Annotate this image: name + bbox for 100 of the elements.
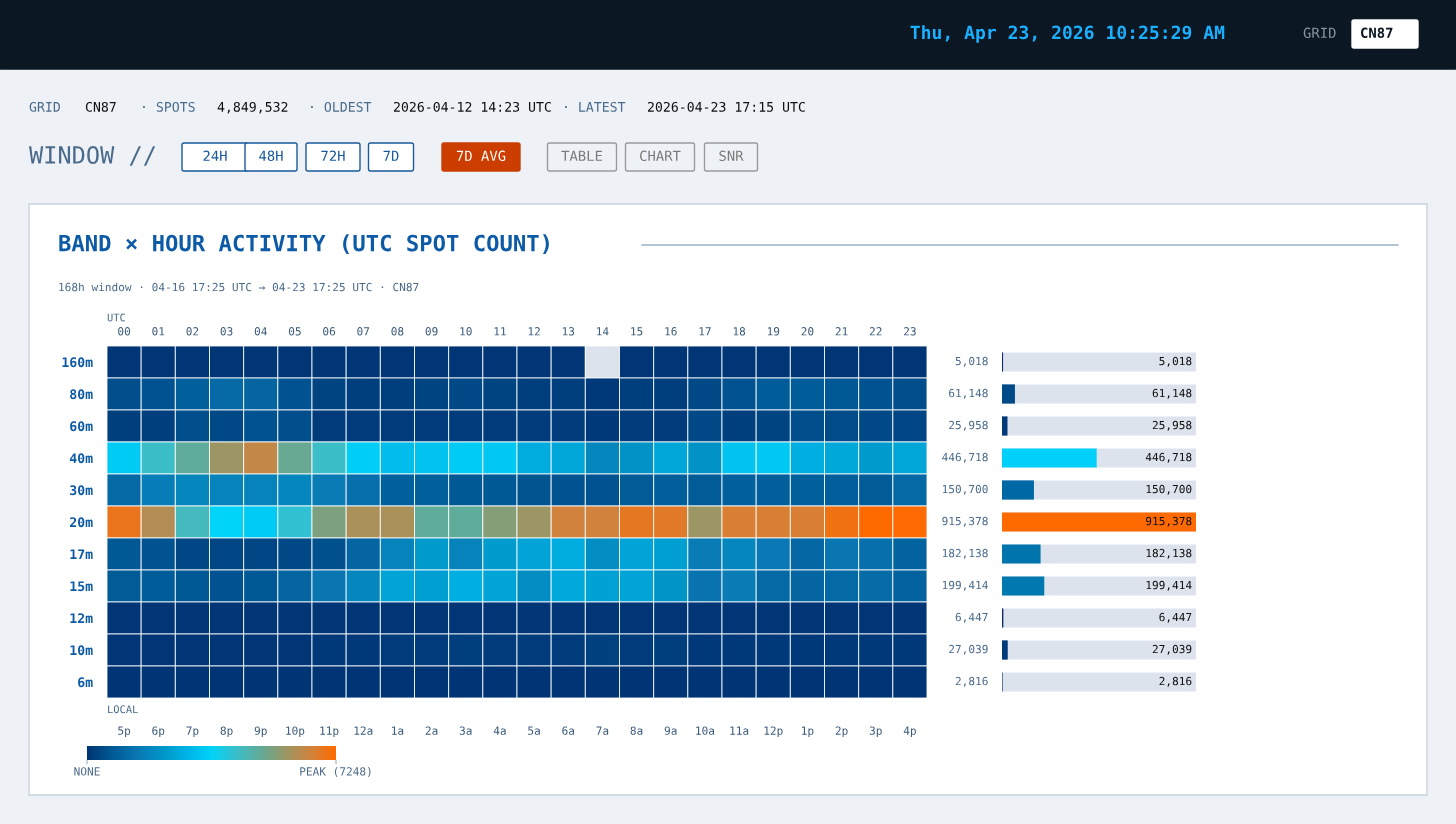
- text: 27,039: [1152, 644, 1192, 655]
- x-tick-label: 05: [288, 327, 301, 336]
- y-tick-label: 15m: [70, 581, 93, 592]
- x-tick-label: 07: [357, 327, 370, 336]
- text: 7a: [596, 726, 609, 735]
- x-tick-label: 17: [699, 327, 711, 336]
- text: 12a: [354, 726, 373, 735]
- x-tick-label: 20: [801, 327, 814, 336]
- bar: [1002, 544, 1041, 564]
- x-axis-title: UTC: [107, 313, 125, 322]
- x-tick-label: 16: [665, 327, 677, 336]
- y-tick-label: 6m: [78, 677, 93, 688]
- text: · OLDEST: [311, 101, 372, 112]
- text: 1p: [802, 726, 814, 738]
- text: 3p: [869, 726, 882, 738]
- bar: [1002, 480, 1034, 500]
- x-tick-label: 09: [425, 327, 438, 336]
- text: 7D AVG: [456, 150, 506, 162]
- text: 11p: [320, 726, 339, 738]
- x-tick-label: 12: [528, 327, 540, 336]
- text: 3a: [459, 726, 472, 735]
- text: 2,816: [1159, 676, 1192, 687]
- text: · SPOTS: [143, 101, 195, 112]
- text: 61,148: [1152, 388, 1192, 399]
- data-label: 2,816: [955, 676, 988, 687]
- text: 8p: [220, 726, 233, 738]
- data-label: 25,958: [949, 420, 988, 431]
- text: 6a: [562, 726, 574, 735]
- color-bar-label: PEAK (7248): [300, 767, 371, 777]
- y-tick-label: 40m: [69, 453, 93, 464]
- text: 8a: [630, 726, 643, 735]
- data-label: 446,718: [942, 452, 988, 463]
- text: 72H: [321, 150, 345, 161]
- y-tick-label: 60m: [70, 421, 93, 432]
- text: · LATEST: [565, 101, 626, 112]
- y-tick-label: 80m: [70, 389, 93, 400]
- text: 6,447: [1159, 612, 1192, 623]
- text: 915,378: [1145, 516, 1192, 527]
- text: 12p: [764, 726, 783, 738]
- data-label: 6,447: [955, 612, 988, 623]
- text: 7p: [186, 726, 199, 738]
- x-tick-label: 01: [152, 327, 165, 336]
- text: 4,849,532: [217, 101, 288, 114]
- text: 48H: [259, 150, 283, 162]
- y-tick-label: 20m: [70, 517, 93, 528]
- x-tick-label: 03: [220, 327, 233, 336]
- y-tick-label: 160m: [62, 357, 93, 368]
- data-label: 199,414: [942, 580, 988, 591]
- y-tick-label: 12m: [70, 613, 93, 624]
- text: 2p: [835, 726, 848, 738]
- text: TABLE: [561, 150, 603, 161]
- x-tick-label: 18: [733, 327, 746, 336]
- text: 2026-04-12 14:23 UTC: [393, 101, 551, 112]
- text: 10a: [696, 726, 715, 735]
- data-label: 61,148: [949, 388, 988, 399]
- bar: [1002, 576, 1045, 596]
- x-tick-label: 08: [391, 327, 404, 336]
- text: 5a: [528, 726, 540, 735]
- bar: [1002, 416, 1008, 436]
- text: 11a: [730, 726, 749, 735]
- text: 199,414: [1146, 580, 1192, 591]
- x-tick-label: 23: [904, 327, 916, 336]
- text: CN87: [85, 101, 116, 112]
- bar: [1002, 384, 1015, 404]
- x-tick-label: 04: [254, 327, 267, 336]
- bar: [1002, 640, 1008, 660]
- data-label: 150,700: [942, 484, 988, 495]
- y-tick-label: 17m: [70, 549, 93, 560]
- text: 2026-04-23 17:15 UTC: [647, 101, 805, 112]
- text: CHART: [640, 150, 681, 162]
- color-bar-label: NONE: [74, 767, 100, 776]
- x-tick-label: 13: [562, 327, 575, 336]
- data-label: 27,039: [949, 644, 988, 655]
- x-tick-label: 10: [460, 327, 472, 336]
- x-tick-label: 02: [186, 327, 199, 336]
- text: 2a: [425, 726, 438, 735]
- x-tick-label: 21: [835, 327, 848, 336]
- text: Thu, Apr 23, 2026 10:25:29 AM: [910, 25, 1225, 43]
- text: 24H: [203, 150, 227, 161]
- y-tick-label: 30m: [70, 485, 93, 496]
- text: 4p: [903, 726, 916, 738]
- text: 7D: [383, 150, 399, 161]
- x-tick-label: 15: [631, 327, 643, 336]
- x-tick-label: 00: [118, 327, 131, 336]
- text: 10p: [286, 726, 305, 738]
- x2-axis-title: LOCAL: [108, 705, 138, 714]
- text: 182,138: [1146, 548, 1192, 559]
- chart-subtitle: 168h window · 04-16 17:25 UTC → 04-23 17:25 UTC · CN87: [59, 282, 419, 292]
- x-tick-label: 06: [323, 327, 336, 336]
- text: 5p: [118, 726, 131, 738]
- text: 6p: [152, 726, 165, 738]
- x-tick-label: 11: [494, 327, 506, 336]
- x-tick-label: 14: [597, 327, 609, 336]
- text: 9p: [254, 726, 267, 738]
- data-label: 182,138: [942, 548, 988, 559]
- text: 5,018: [1159, 356, 1192, 367]
- text: GRID: [29, 101, 60, 112]
- y-tick-label: 10m: [70, 645, 93, 656]
- text: 25,958: [1152, 420, 1192, 431]
- text: SNR: [719, 150, 744, 162]
